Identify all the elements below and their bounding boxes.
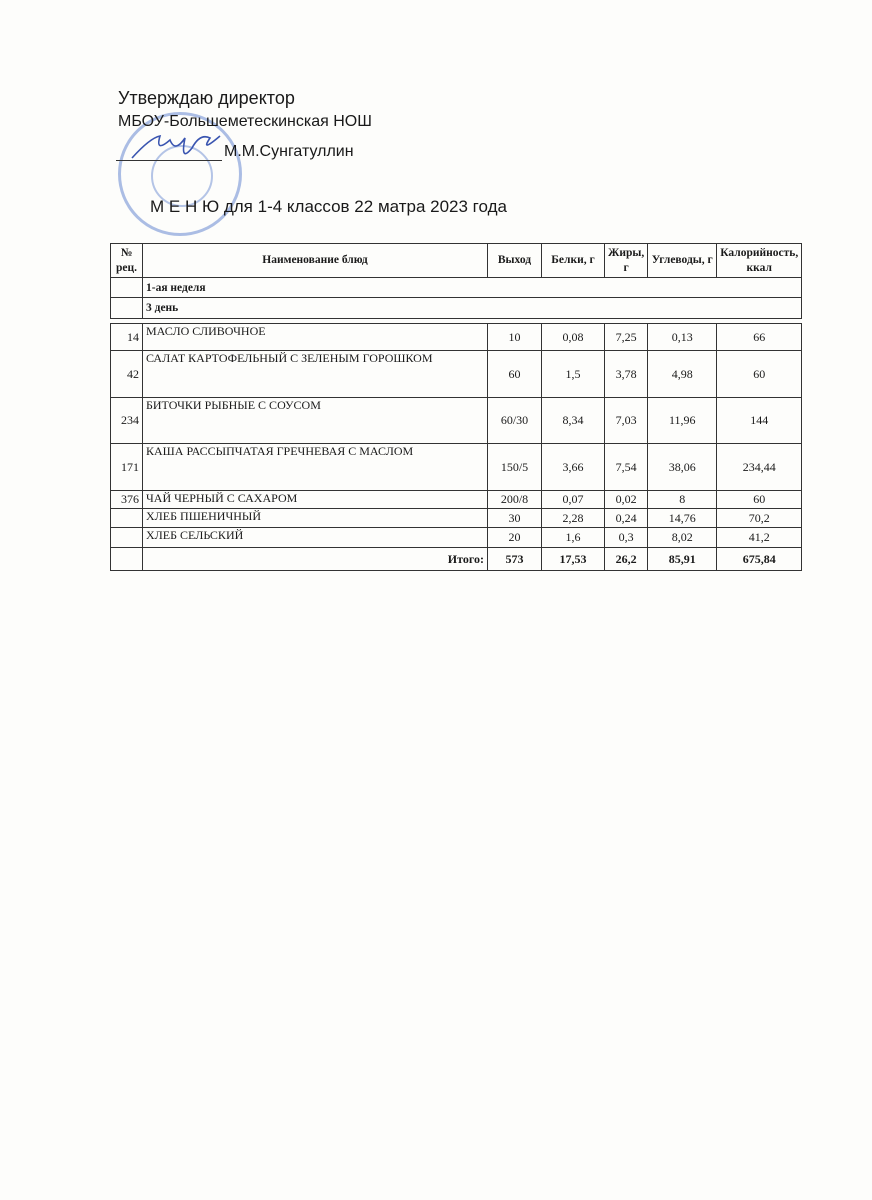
kcal: 144 xyxy=(716,397,803,444)
col-fat: Жиры, г xyxy=(603,243,649,278)
recipe-no: 14 xyxy=(110,323,143,351)
day-label: 3 день xyxy=(141,297,803,319)
table-row: 14 МАСЛО СЛИВОЧНОЕ 10 0,08 7,25 0,13 66 xyxy=(110,323,803,351)
signature-line xyxy=(116,160,222,161)
output: 150/5 xyxy=(487,443,542,491)
protein: 1,6 xyxy=(541,527,605,548)
total-label: Итого: xyxy=(142,547,488,571)
dish-name: БИТОЧКИ РЫБНЫЕ С СОУСОМ xyxy=(142,397,488,444)
total-kcal: 675,84 xyxy=(716,547,803,571)
col-output: Выход xyxy=(487,243,542,278)
output: 30 xyxy=(487,508,542,528)
table-row: 171 КАША РАССЫПЧАТАЯ ГРЕЧНЕВАЯ С МАСЛОМ 15… xyxy=(110,443,803,491)
fat: 3,78 xyxy=(603,350,649,398)
kcal: 60 xyxy=(716,350,803,398)
dish-name: КАША РАССЫПЧАТАЯ ГРЕЧНЕВАЯ С МАСЛОМ xyxy=(142,443,488,491)
recipe-no: 234 xyxy=(110,397,143,444)
col-carbs: Углеводы, г xyxy=(647,243,718,278)
protein: 8,34 xyxy=(541,397,605,444)
protein: 3,66 xyxy=(541,443,605,491)
kcal: 66 xyxy=(716,323,803,351)
approval-line: Утверждаю директор xyxy=(118,88,295,108)
recipe-no xyxy=(110,508,143,528)
director-name: М.М.Сунгатуллин xyxy=(224,143,354,160)
table-row: 234 БИТОЧКИ РЫБНЫЕ С СОУСОМ 60/30 8,34 7,03 1… xyxy=(110,397,803,444)
output: 60/30 xyxy=(487,397,542,444)
table-row: 376 ЧАЙ ЧЕРНЫЙ С САХАРОМ 200/8 0,07 0,02 8 60 xyxy=(110,490,803,509)
total-output: 573 xyxy=(487,547,542,571)
kcal: 41,2 xyxy=(716,527,803,548)
table-row: 42 САЛАТ КАРТОФЕЛЬНЫЙ С ЗЕЛЕНЫМ ГОРОШКОМ 6… xyxy=(110,350,803,398)
fat: 7,03 xyxy=(603,397,649,444)
dish-name: МАСЛО СЛИВОЧНОЕ xyxy=(142,323,488,351)
total-row: Итого: 573 17,53 26,2 85,91 675,84 xyxy=(110,547,803,571)
recipe-no: 171 xyxy=(110,443,143,491)
output: 20 xyxy=(487,527,542,548)
dish-name: ХЛЕБ ПШЕНИЧНЫЙ xyxy=(142,508,488,528)
kcal: 60 xyxy=(716,490,803,509)
output: 10 xyxy=(487,323,542,351)
protein: 0,07 xyxy=(541,490,605,509)
protein: 2,28 xyxy=(541,508,605,528)
fat: 7,54 xyxy=(603,443,649,491)
dish-name: ЧАЙ ЧЕРНЫЙ С САХАРОМ xyxy=(142,490,488,509)
total-carbs: 85,91 xyxy=(647,547,718,571)
recipe-no: 376 xyxy=(110,490,143,509)
col-kcal: Калорийность, ккал xyxy=(716,243,803,278)
kcal: 234,44 xyxy=(716,443,803,491)
output: 60 xyxy=(487,350,542,398)
total-fat: 26,2 xyxy=(603,547,649,571)
total-protein: 17,53 xyxy=(541,547,605,571)
menu-table: № рец. Наименование блюд Выход Белки, г … xyxy=(110,243,803,571)
carbs: 4,98 xyxy=(647,350,718,398)
dish-name: ХЛЕБ СЕЛЬСКИЙ xyxy=(142,527,488,548)
fat: 0,24 xyxy=(603,508,649,528)
protein: 0,08 xyxy=(541,323,605,351)
school-name: МБОУ-Большеметескинская НОШ xyxy=(118,113,372,130)
carbs: 14,76 xyxy=(647,508,718,528)
official-stamp xyxy=(118,112,242,236)
kcal: 70,2 xyxy=(716,508,803,528)
carbs: 38,06 xyxy=(647,443,718,491)
table-row: ХЛЕБ СЕЛЬСКИЙ 20 1,6 0,3 8,02 41,2 xyxy=(110,527,803,548)
week-label: 1-ая неделя xyxy=(141,277,803,298)
dish-name: САЛАТ КАРТОФЕЛЬНЫЙ С ЗЕЛЕНЫМ ГОРОШКОМ xyxy=(142,350,488,398)
col-dish-name: Наименование блюд xyxy=(142,243,488,278)
fat: 0,02 xyxy=(603,490,649,509)
protein: 1,5 xyxy=(541,350,605,398)
carbs: 11,96 xyxy=(647,397,718,444)
signature xyxy=(131,134,221,159)
table-header: № рец. Наименование блюд Выход Белки, г … xyxy=(110,243,803,278)
carbs: 8,02 xyxy=(647,527,718,548)
carbs: 0,13 xyxy=(647,323,718,351)
recipe-no: 42 xyxy=(110,350,143,398)
col-protein: Белки, г xyxy=(541,243,605,278)
col-recipe-no: № рец. xyxy=(110,243,143,278)
recipe-no xyxy=(110,527,143,548)
carbs: 8 xyxy=(647,490,718,509)
page-title: М Е Н Ю для 1-4 классов 22 матра 2023 го… xyxy=(150,197,507,216)
output: 200/8 xyxy=(487,490,542,509)
fat: 7,25 xyxy=(603,323,649,351)
fat: 0,3 xyxy=(603,527,649,548)
table-row: ХЛЕБ ПШЕНИЧНЫЙ 30 2,28 0,24 14,76 70,2 xyxy=(110,508,803,528)
